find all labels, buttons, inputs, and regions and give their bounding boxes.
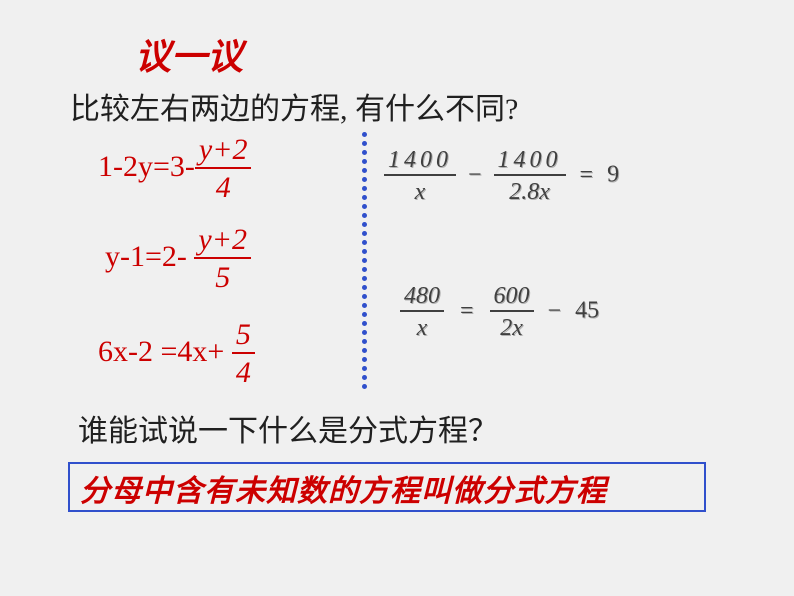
r1-num2: 1400 xyxy=(494,148,566,176)
main-question: 比较左右两边的方程, 有什么不同? xyxy=(70,84,518,128)
eq3-num: 5 xyxy=(232,320,255,354)
right-equation-2: 480 x = 600 2x − 45 xyxy=(400,284,599,340)
r2-minus: − xyxy=(540,298,570,324)
r1-den2: 2.8x xyxy=(494,176,566,204)
question-text: 比较左右两边的方程, 有什么不同? xyxy=(70,93,518,126)
slide: 议一议 比较左右两边的方程, 有什么不同? 1-2y=3- y+2 4 y-1=… xyxy=(0,0,794,596)
eq1-den: 4 xyxy=(195,169,252,203)
eq1-num: y+2 xyxy=(195,135,252,169)
eq2-fraction: y+2 5 xyxy=(194,225,251,293)
r2-rhs: 45 xyxy=(575,298,599,324)
r1-den1: x xyxy=(384,176,456,204)
vertical-dotted-divider xyxy=(362,132,370,392)
r1-eq: = xyxy=(572,162,602,188)
r2-num2: 600 xyxy=(490,284,534,312)
r1-rhs: 9 xyxy=(607,162,619,188)
eq1-fraction: y+2 4 xyxy=(195,135,252,203)
eq2-num: y+2 xyxy=(194,225,251,259)
r2-frac1: 480 x xyxy=(400,284,444,340)
eq2-den: 5 xyxy=(194,259,251,293)
eq1-prefix: 1-2y=3- xyxy=(98,150,195,183)
left-equation-1: 1-2y=3- y+2 4 xyxy=(98,135,251,203)
right-equation-1: 1400 x − 1400 2.8x = 9 xyxy=(384,148,619,204)
discuss-title: 议一议 xyxy=(135,28,243,80)
r1-minus: − xyxy=(462,162,488,188)
r2-den2: 2x xyxy=(490,312,534,340)
left-equation-3: 6x-2 =4x+ 5 4 xyxy=(98,320,255,388)
r1-frac2: 1400 2.8x xyxy=(494,148,566,204)
r1-num1: 1400 xyxy=(384,148,456,176)
r2-den1: x xyxy=(400,312,444,340)
sub-question: 谁能试说一下什么是分式方程？ xyxy=(78,406,498,450)
r2-frac2: 600 2x xyxy=(490,284,534,340)
answer-text: 分母中含有未知数的方程叫做分式方程 xyxy=(80,466,607,510)
eq3-fraction: 5 4 xyxy=(232,320,255,388)
eq3-prefix: 6x-2 =4x+ xyxy=(98,335,224,368)
eq2-prefix: y-1=2- xyxy=(105,240,187,273)
left-equation-2: y-1=2- y+2 5 xyxy=(105,225,251,293)
r2-eq: = xyxy=(450,298,484,324)
eq3-den: 4 xyxy=(232,354,255,388)
r1-frac1: 1400 x xyxy=(384,148,456,204)
r2-num1: 480 xyxy=(400,284,444,312)
